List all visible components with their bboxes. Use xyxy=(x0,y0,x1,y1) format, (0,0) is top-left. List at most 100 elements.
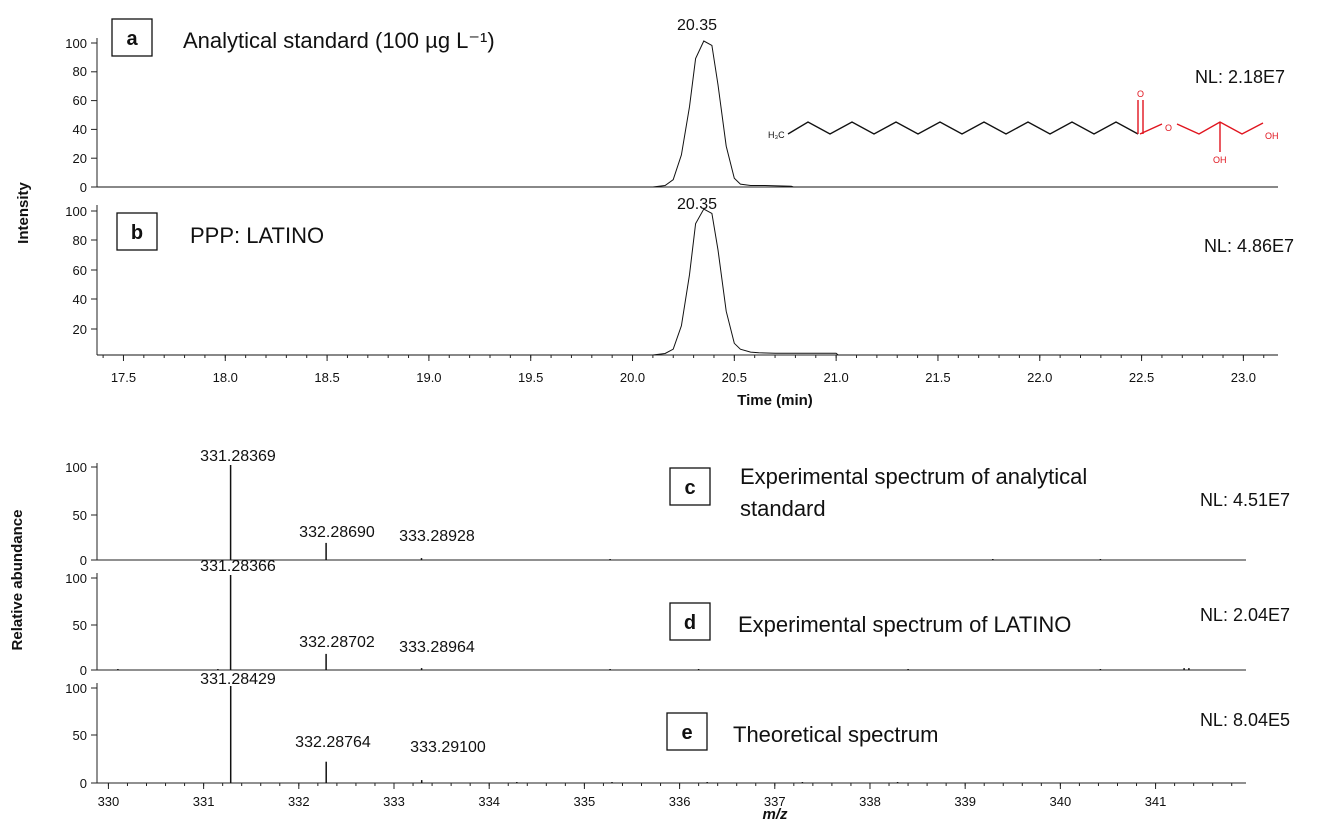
mz-axis-tick-label: 339 xyxy=(954,794,976,809)
panel-e-spectrum-sticks xyxy=(229,686,899,783)
mz-axis-tick-label: 332 xyxy=(288,794,310,809)
time-axis-tick-label: 22.5 xyxy=(1129,370,1154,385)
panel-b-peak-label: 20.35 xyxy=(677,196,717,213)
mz-axis-label: m/z xyxy=(762,806,788,822)
panel-c-y-tick-label: 50 xyxy=(73,508,87,523)
panel-e-title: Theoretical spectrum xyxy=(733,722,938,747)
panel-b-title: PPP: LATINO xyxy=(190,223,324,248)
panel-c-peak-label: 331.28369 xyxy=(200,448,276,465)
panel-a-y-tick-label: 0 xyxy=(80,180,87,195)
panel-e-peak-label: 331.28429 xyxy=(200,671,276,688)
panel-c-spectrum-sticks xyxy=(229,465,1102,560)
mz-axis-tick-label: 330 xyxy=(98,794,120,809)
time-axis-ticks: 17.5 18.0 18.5 19.0 19.5 20.0 20.5 21.0 21.5 22.0… xyxy=(102,355,1265,385)
panel-a-y-ticks: 0 20 40 60 80 100 xyxy=(65,36,97,195)
panel-d-spectrum-sticks xyxy=(117,575,1190,670)
mz-axis-tick-label: 335 xyxy=(574,794,596,809)
mz-axis-tick-label: 336 xyxy=(669,794,691,809)
relative-abundance-axis-label: Relative abundance xyxy=(9,510,26,651)
panel-d-peak-label: 332.28702 xyxy=(299,634,375,651)
time-axis-tick-label: 21.5 xyxy=(925,370,950,385)
mz-axis-tick-label: 337 xyxy=(764,794,786,809)
hydroxyl-label: OH xyxy=(1265,131,1279,141)
molecule-structure: H₃C O O OH OH xyxy=(768,89,1279,165)
panel-d-peak-label: 333.28964 xyxy=(399,639,475,656)
panel-a-letter: a xyxy=(126,28,138,50)
panel-b-y-tick-label: 20 xyxy=(73,322,87,337)
panel-a-title: Analytical standard (100 µg L⁻¹) xyxy=(183,28,495,53)
ch3-label: H₃C xyxy=(768,130,785,140)
panel-b-y-tick-label: 40 xyxy=(73,292,87,307)
panel-a-y-tick-label: 60 xyxy=(73,93,87,108)
panel-c-letter: c xyxy=(684,477,695,499)
mz-axis-tick-label: 338 xyxy=(859,794,881,809)
panel-b-letter: b xyxy=(131,222,143,244)
panel-a-y-tick-label: 100 xyxy=(65,36,87,51)
panel-d-letter: d xyxy=(684,612,696,634)
panel-c-y-tick-label: 100 xyxy=(65,460,87,475)
panel-e-letter: e xyxy=(681,722,692,744)
panel-a-nl-label: NL: 2.18E7 xyxy=(1195,67,1285,87)
panel-a-y-tick-label: 20 xyxy=(73,151,87,166)
panel-c-title-line2: standard xyxy=(740,496,826,521)
panel-e-nl-label: NL: 8.04E5 xyxy=(1200,710,1290,730)
panel-c-nl-label: NL: 4.51E7 xyxy=(1200,490,1290,510)
time-axis-tick-label: 20.5 xyxy=(722,370,747,385)
panel-c-title-line1: Experimental spectrum of analytical xyxy=(740,464,1087,489)
panel-b-chromatogram-trace xyxy=(97,208,1278,356)
panel-d-nl-label: NL: 2.04E7 xyxy=(1200,605,1290,625)
panel-a-chromatogram-trace xyxy=(97,40,1278,188)
mz-axis-tick-label: 334 xyxy=(478,794,500,809)
panel-d-title: Experimental spectrum of LATINO xyxy=(738,612,1071,637)
time-axis-label: Time (min) xyxy=(737,392,813,409)
mz-axis-tick-label: 340 xyxy=(1050,794,1072,809)
mz-axis-tick-label: 341 xyxy=(1145,794,1167,809)
time-axis-tick-label: 21.0 xyxy=(823,370,848,385)
intensity-axis-label: Intensity xyxy=(15,182,32,244)
panel-e-peak-label: 332.28764 xyxy=(295,734,371,751)
ester-bonds xyxy=(1137,100,1264,152)
time-axis-tick-label: 22.0 xyxy=(1027,370,1052,385)
panel-e-letter-box xyxy=(666,712,708,751)
carbonyl-oxygen-label: O xyxy=(1137,89,1144,99)
time-axis-tick-label: 23.0 xyxy=(1231,370,1256,385)
time-axis-tick-label: 17.5 xyxy=(111,370,136,385)
time-axis-tick-label: 18.0 xyxy=(213,370,238,385)
panel-e-y-tick-label: 50 xyxy=(73,728,87,743)
mz-axis-ticks: 330 331 332 333 334 335 336 337 338 339 340 341 xyxy=(98,783,1233,809)
panel-b-nl-label: NL: 4.86E7 xyxy=(1204,236,1294,256)
panel-e-y-ticks: 0 50 100 xyxy=(65,681,97,791)
panel-a-y-tick-label: 40 xyxy=(73,122,87,137)
panel-c-peak-label: 333.28928 xyxy=(399,528,475,545)
panel-d-peak-label: 331.28366 xyxy=(200,558,276,575)
panel-d-y-tick-label: 100 xyxy=(65,571,87,586)
alkyl-chain-bonds xyxy=(787,121,1139,135)
panel-c-letter-box xyxy=(669,467,711,506)
panel-d-y-tick-label: 50 xyxy=(73,618,87,633)
panel-c-y-ticks: 0 50 100 xyxy=(65,460,97,568)
panel-d-y-tick-label: 0 xyxy=(80,663,87,678)
panel-c-y-tick-label: 0 xyxy=(80,553,87,568)
panel-e-peak-label: 333.29100 xyxy=(410,739,486,756)
panel-a-y-tick-label: 80 xyxy=(73,64,87,79)
hydroxyl-label: OH xyxy=(1213,155,1227,165)
ester-oxygen-label: O xyxy=(1165,123,1172,133)
time-axis-tick-label: 20.0 xyxy=(620,370,645,385)
time-axis-tick-label: 18.5 xyxy=(314,370,339,385)
panel-b-y-tick-label: 100 xyxy=(65,204,87,219)
panel-a-letter-box xyxy=(111,18,153,57)
time-axis-tick-label: 19.5 xyxy=(518,370,543,385)
panel-b-letter-box xyxy=(116,212,158,251)
panel-b-y-ticks: 20 40 60 80 100 xyxy=(65,204,97,337)
panel-c-peak-label: 332.28690 xyxy=(299,524,375,541)
panel-b-y-tick-label: 80 xyxy=(73,233,87,248)
panel-e-y-tick-label: 0 xyxy=(80,776,87,791)
panel-e-y-tick-label: 100 xyxy=(65,681,87,696)
panel-a-peak-label: 20.35 xyxy=(677,17,717,34)
panel-d-y-ticks: 0 50 100 xyxy=(65,571,97,678)
panel-b-y-tick-label: 60 xyxy=(73,263,87,278)
mz-axis-tick-label: 333 xyxy=(383,794,405,809)
panel-d-letter-box xyxy=(669,602,711,641)
mz-axis-tick-label: 331 xyxy=(193,794,215,809)
